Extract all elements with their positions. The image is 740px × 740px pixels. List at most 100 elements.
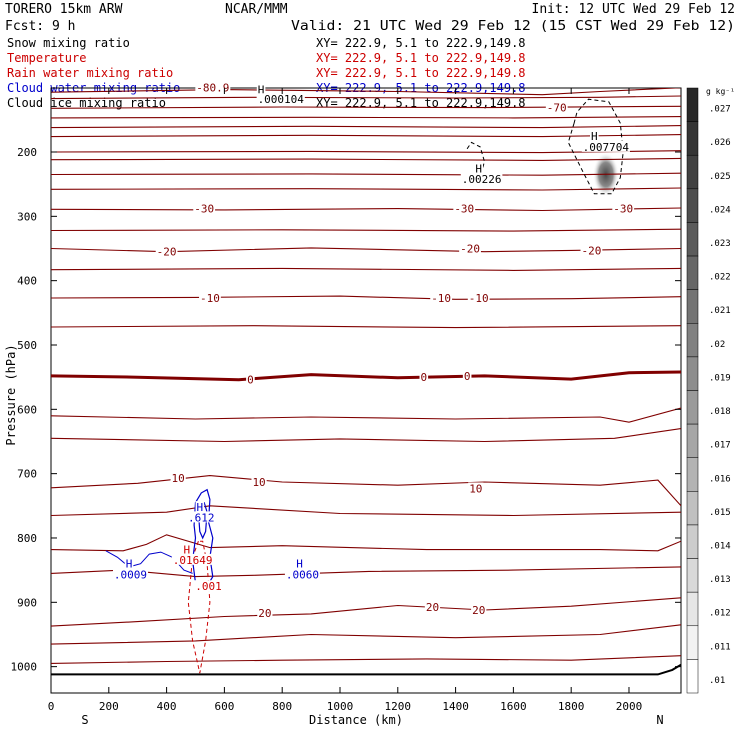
rain-water-label: .001 [195, 580, 222, 593]
cloud-ice-label-bg [460, 173, 503, 185]
x-tick-label: 800 [272, 700, 292, 713]
snow-contour [567, 98, 624, 195]
isotherm-line [51, 207, 681, 212]
x-tick-label: 1000 [327, 700, 354, 713]
isotherm-label: -30 [194, 203, 214, 216]
colorbar-label: .027 [709, 105, 731, 115]
snow-label-bg [581, 140, 630, 152]
rain-water-contour [187, 540, 211, 674]
isotherm-line [51, 534, 681, 552]
rain-water-label-bg [171, 553, 214, 565]
colorbar: g kg⁻¹ .027 .026 .025 .024 .023 .022 .021 .02 .0… [686, 87, 735, 694]
isotherm-label: 10 [469, 482, 482, 495]
snow-label: .007704 [583, 141, 630, 154]
isotherm-label: 20 [426, 601, 439, 614]
colorbar-swatch [686, 659, 699, 694]
legend-xy-temperature: XY= 222.9, 5.1 to 222.9,149.8 [316, 51, 526, 65]
cloud-water-label: H [126, 558, 133, 571]
colorbar-label: .018 [709, 407, 731, 417]
rain-water-label-bg [182, 543, 192, 555]
header-forecast: Fcst: 9 h [5, 19, 75, 34]
isotherm-line [51, 325, 681, 329]
colorbar-label: .025 [709, 172, 731, 182]
y-tick-label: 200 [17, 146, 37, 159]
cloud-water-label-bg [112, 568, 148, 580]
isotherm-label: 10 [252, 476, 265, 489]
isotherm-line [51, 187, 681, 191]
isotherm-line [51, 172, 681, 176]
cloud-ice-label: H [475, 163, 482, 176]
direction-south: S [81, 713, 88, 727]
isotherm-label-bg [430, 292, 453, 304]
isotherm-line [51, 475, 681, 507]
cloud-water-label: .0009 [114, 569, 147, 582]
y-tick-label: 1000 [11, 661, 38, 674]
x-tick-label: 1200 [385, 700, 412, 713]
colorbar-swatch [686, 323, 699, 358]
plot-frame [50, 87, 682, 694]
isotherm-label-bg [170, 472, 186, 484]
isotherm-label-bg [545, 101, 568, 113]
colorbar-swatch [686, 154, 699, 190]
isotherm-label: -10 [431, 292, 451, 305]
isotherm-label-bg [471, 604, 487, 616]
isotherm-label-bg [251, 476, 267, 488]
isotherm-label: -20 [460, 242, 480, 255]
isotherm-line [51, 370, 681, 382]
isotherm-line [51, 267, 681, 271]
colorbar-label: .011 [709, 642, 731, 652]
cloud-water-label-bg [295, 557, 304, 569]
isotherm-line [51, 407, 681, 423]
isotherm-label: -70 [547, 102, 567, 115]
cloud-ice-label-bg [474, 162, 484, 174]
colorbar-label: .01 [709, 676, 725, 686]
isotherm-line [51, 505, 681, 517]
isotherm-label-bg [246, 373, 255, 385]
isotherm-label-bg [195, 81, 231, 93]
cloud-water-label: H [197, 501, 204, 514]
colorbar-swatch [686, 524, 699, 559]
isotherm-line [51, 125, 681, 129]
isotherm-line [51, 655, 681, 664]
rain-water-label-bg [194, 580, 223, 592]
rain-water-label: .01649 [173, 554, 213, 567]
cloud-ice-label: .00226 [462, 173, 502, 186]
colorbar-label: .024 [709, 205, 731, 215]
x-tick-label: 400 [157, 700, 177, 713]
isotherm-label-bg [419, 371, 429, 383]
isotherm-line [51, 116, 681, 119]
header-init: Init: 12 UTC Wed 29 Feb 12 [532, 2, 736, 17]
colorbar-swatch [686, 188, 699, 223]
isotherm-label: 0 [247, 374, 254, 387]
legend-rain: Rain water mixing ratio [7, 66, 173, 80]
colorbar-swatch [686, 289, 699, 324]
cloud-water-label-bg [195, 501, 205, 513]
isotherm-label-bg [199, 292, 221, 304]
legend-snow: Snow mixing ratio [7, 36, 130, 50]
y-tick-label: 900 [17, 596, 37, 609]
legend-xy-rain: XY= 222.9, 5.1 to 222.9,149.8 [316, 66, 526, 80]
y-tick-label: 800 [17, 532, 37, 545]
legend-cloud-ice: Cloud ice mixing ratio [7, 96, 166, 110]
legend-xy-cloud-ice: XY= 222.9, 5.1 to 222.9,149.8 [316, 96, 526, 110]
isotherm-label-bg [459, 242, 481, 254]
colorbar-label: .017 [709, 441, 731, 451]
header-valid: Valid: 21 UTC Wed 29 Feb 12 (15 CST Wed … [291, 19, 735, 34]
isotherm-line [51, 428, 681, 443]
isotherm-label-bg [257, 607, 273, 619]
cloud-ice-label-bg [256, 83, 266, 95]
isotherm-line [51, 105, 681, 109]
colorbar-label: .02 [709, 340, 725, 350]
x-tick-label: 600 [214, 700, 234, 713]
colorbar-label: .014 [709, 541, 731, 551]
colorbar-label: .019 [709, 373, 731, 383]
isotherm-line [51, 157, 681, 161]
colorbar-label: .026 [709, 138, 731, 148]
colorbar-swatch [686, 390, 699, 425]
cloud-water-label: .0060 [286, 569, 319, 582]
colorbar-swatch [686, 625, 699, 660]
isotherm-label: 20 [258, 607, 271, 620]
isotherm-label: 20 [472, 604, 485, 617]
